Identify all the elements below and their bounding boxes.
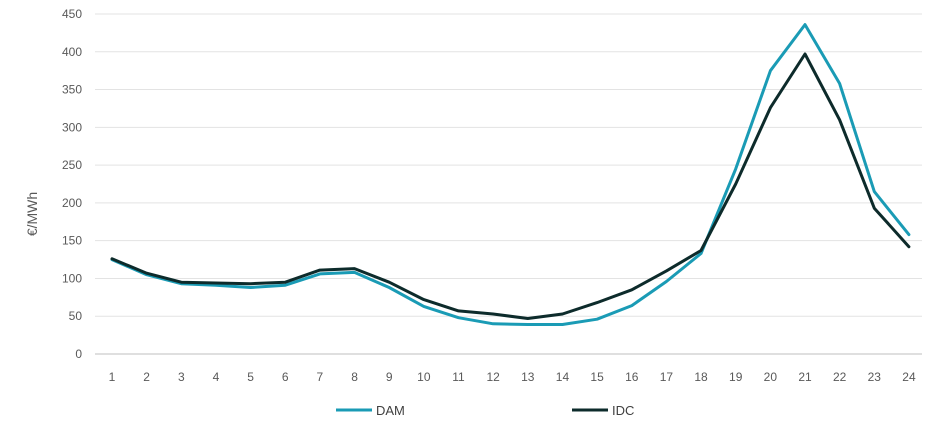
x-tick-label: 23 bbox=[868, 370, 882, 384]
y-tick-label: 450 bbox=[62, 7, 82, 21]
y-axis-title: €/MWh bbox=[24, 192, 40, 236]
y-axis-ticks: 0 50 100 150 200 250 300 350 400 450 bbox=[62, 7, 82, 361]
x-tick-label: 20 bbox=[764, 370, 778, 384]
series-line-dam bbox=[110, 23, 911, 326]
legend-label-dam: DAM bbox=[376, 403, 405, 418]
x-tick-label: 9 bbox=[386, 370, 393, 384]
x-tick-label: 11 bbox=[452, 370, 465, 384]
y-tick-label: 100 bbox=[62, 271, 82, 285]
y-tick-label: 250 bbox=[62, 158, 82, 172]
series-line-idc bbox=[110, 52, 911, 320]
x-tick-label: 14 bbox=[556, 370, 570, 384]
x-tick-label: 13 bbox=[521, 370, 535, 384]
y-tick-label: 300 bbox=[62, 120, 82, 134]
x-tick-label: 16 bbox=[625, 370, 639, 384]
x-tick-label: 17 bbox=[660, 370, 674, 384]
x-tick-label: 24 bbox=[902, 370, 916, 384]
x-tick-label: 10 bbox=[417, 370, 431, 384]
series-lines bbox=[110, 23, 911, 326]
x-tick-label: 2 bbox=[143, 370, 150, 384]
x-tick-label: 4 bbox=[213, 370, 220, 384]
x-tick-label: 1 bbox=[109, 370, 116, 384]
x-tick-label: 22 bbox=[833, 370, 847, 384]
y-tick-label: 50 bbox=[69, 309, 83, 323]
x-tick-label: 6 bbox=[282, 370, 289, 384]
x-tick-label: 15 bbox=[590, 370, 604, 384]
x-tick-label: 19 bbox=[729, 370, 743, 384]
x-tick-label: 3 bbox=[178, 370, 185, 384]
x-tick-label: 18 bbox=[694, 370, 708, 384]
x-tick-label: 5 bbox=[247, 370, 254, 384]
x-tick-label: 12 bbox=[486, 370, 500, 384]
y-tick-label: 400 bbox=[62, 45, 82, 59]
grid-lines bbox=[95, 13, 922, 355]
y-tick-label: 200 bbox=[62, 196, 82, 210]
x-tick-label: 7 bbox=[317, 370, 324, 384]
y-tick-label: 0 bbox=[75, 347, 82, 361]
x-tick-label: 21 bbox=[798, 370, 812, 384]
legend-label-idc: IDC bbox=[612, 403, 634, 418]
y-tick-label: 150 bbox=[62, 234, 82, 248]
x-tick-label: 8 bbox=[351, 370, 358, 384]
x-axis-ticks: 1 2 3 4 5 6 7 8 9 10 11 12 13 14 15 16 17 18 19 20 21 22 23 24 bbox=[109, 370, 916, 384]
legend: DAM IDC bbox=[336, 403, 634, 418]
y-tick-label: 350 bbox=[62, 83, 82, 97]
